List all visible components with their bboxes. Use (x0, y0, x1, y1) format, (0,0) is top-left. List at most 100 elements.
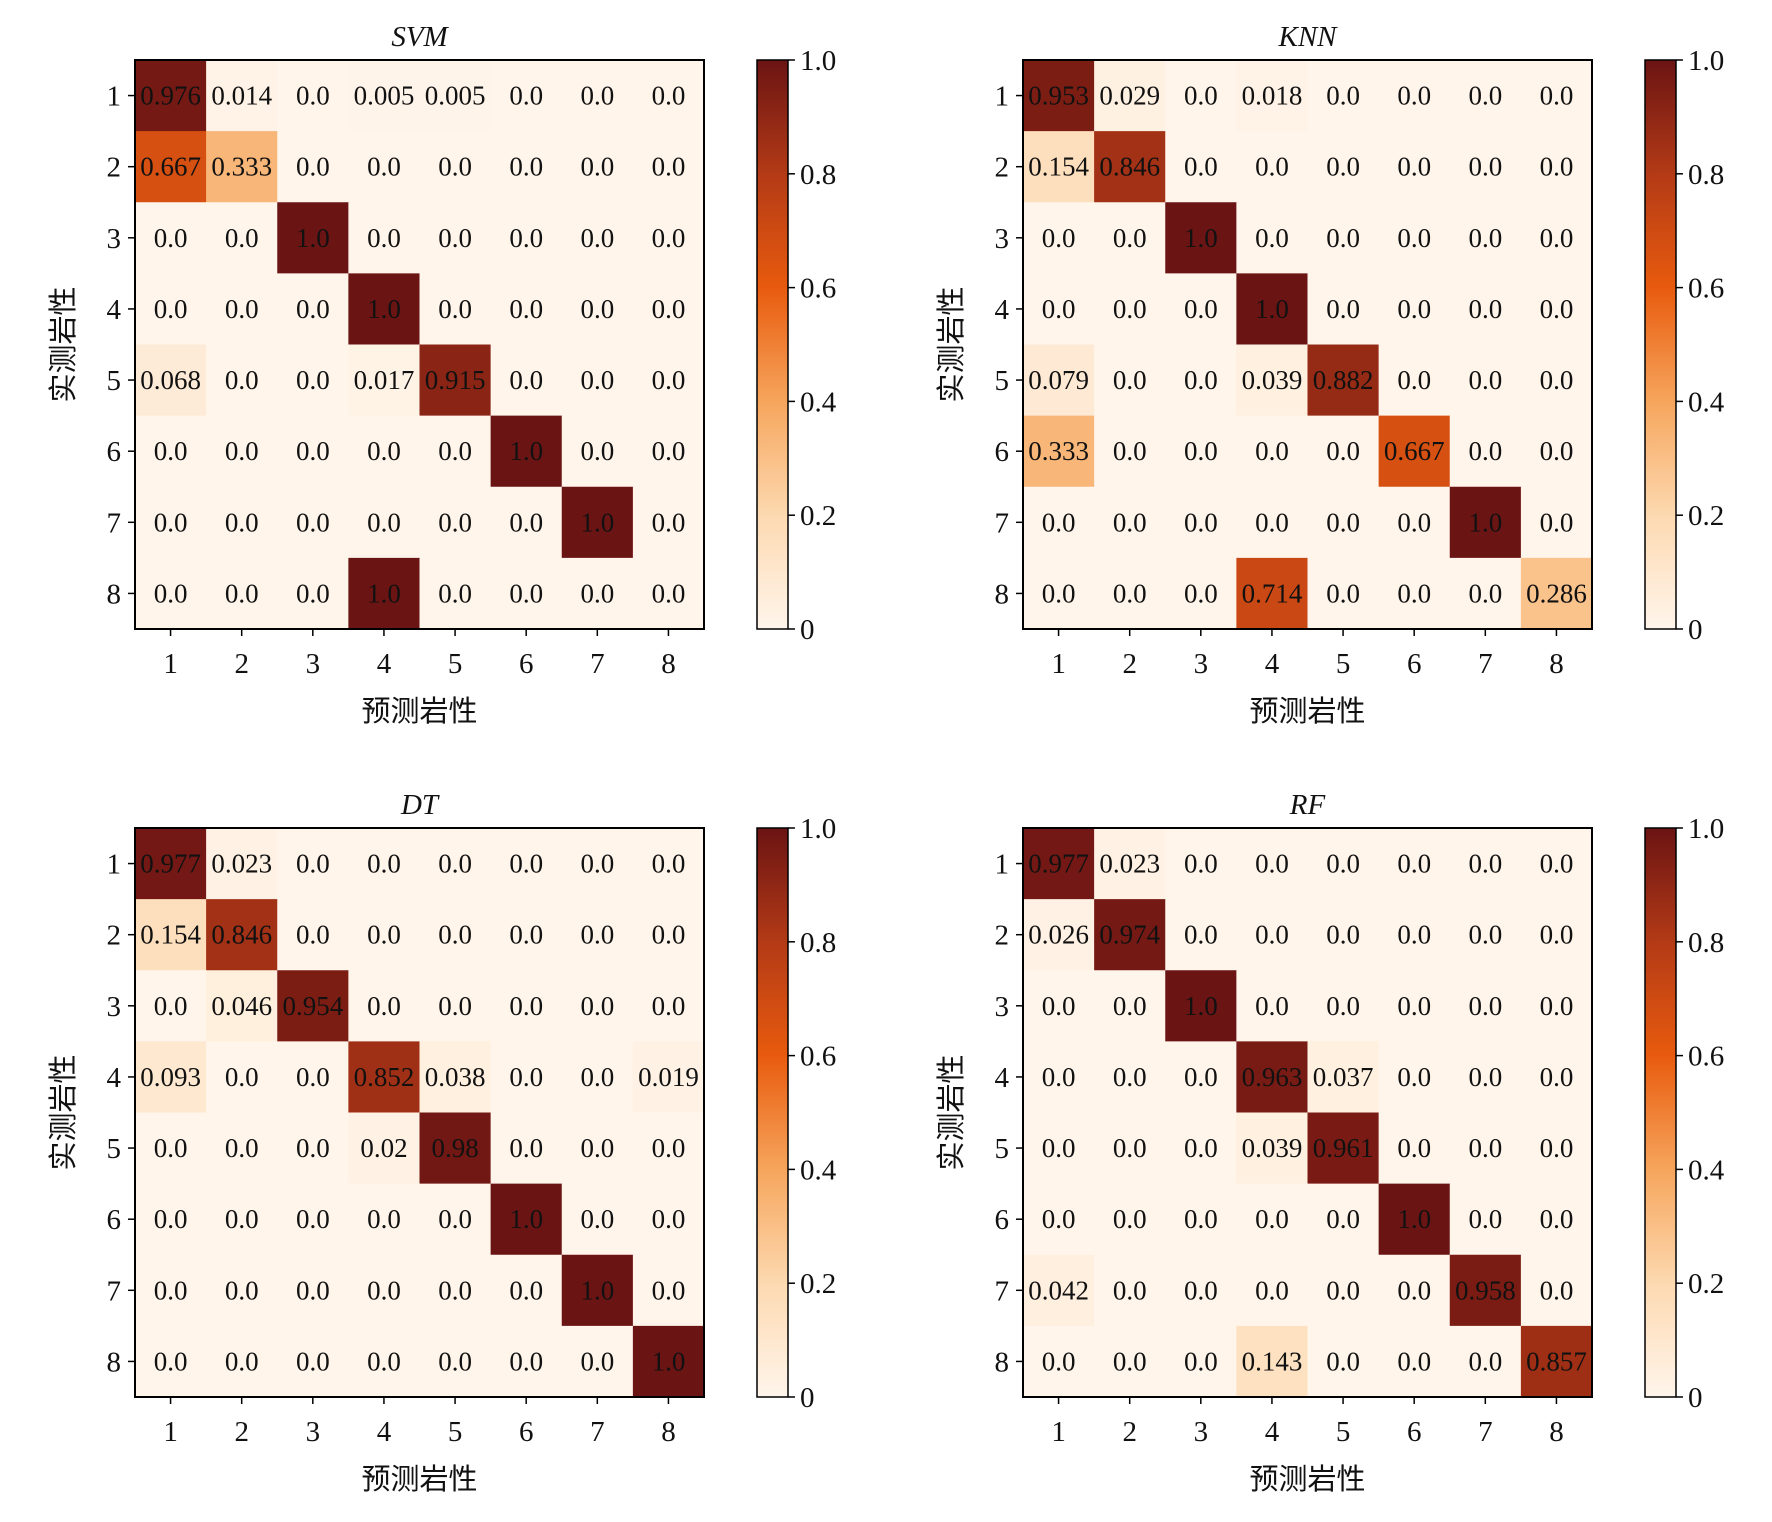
heatmap-cell (1023, 1254, 1095, 1327)
cell-value-label: 0.0 (154, 294, 188, 324)
heatmap-cell (561, 415, 634, 488)
heatmap-cell (1520, 828, 1593, 900)
cell-value-label: 0.0 (1326, 294, 1360, 324)
heatmap-cell (1165, 1112, 1237, 1185)
cell-value-label: 0.0 (225, 1346, 259, 1376)
cell-value-label: 0.0 (509, 920, 543, 950)
heatmap-cell (1449, 415, 1522, 488)
heatmap-cell (1449, 828, 1522, 900)
cell-value-label: 1.0 (652, 1346, 686, 1376)
heatmap-cell (1165, 1325, 1237, 1398)
heatmap-cell (348, 486, 420, 559)
cell-value-label: 0.02 (360, 1133, 407, 1163)
cell-value-label: 0.038 (425, 1062, 486, 1092)
heatmap-cell (1307, 557, 1380, 630)
x-tick-label: 8 (661, 1416, 676, 1448)
heatmap-cell (419, 60, 492, 132)
heatmap-cell (419, 1254, 492, 1327)
heatmap-cell (1023, 60, 1095, 132)
heatmap-cell (419, 273, 492, 345)
cell-value-label: 0.0 (1468, 223, 1502, 253)
x-axis-label: 预测岩性 (1249, 1462, 1365, 1496)
heatmap-cell (1449, 1183, 1522, 1256)
heatmap-cell (632, 899, 705, 971)
heatmap-cell (1307, 131, 1380, 203)
heatmap-cell (348, 1183, 420, 1256)
cell-value-label: 0.0 (1397, 578, 1431, 608)
heatmap-cell (1094, 60, 1166, 132)
cell-value-label: 0.0 (580, 81, 614, 111)
cell-value-label: 0.0 (1540, 507, 1574, 537)
heatmap-cell (1094, 899, 1166, 971)
cell-value-label: 0.0 (1255, 507, 1289, 537)
y-tick-label: 3 (107, 991, 122, 1023)
cell-value-label: 0.0 (1113, 223, 1147, 253)
heatmap-cell (561, 828, 634, 900)
cell-value-label: 0.005 (354, 81, 415, 111)
heatmap-cell (1236, 486, 1308, 559)
cell-value-label: 0.0 (1326, 1346, 1360, 1376)
heatmap-cell (561, 1325, 634, 1398)
cell-value-label: 0.961 (1313, 1133, 1374, 1163)
cell-value-label: 0.0 (1113, 365, 1147, 395)
cell-value-label: 0.0 (225, 507, 259, 537)
heatmap-cell (1165, 60, 1237, 132)
chart-title: DT (400, 789, 440, 821)
y-tick-label: 7 (995, 1275, 1010, 1307)
heatmap-cell (1449, 344, 1522, 417)
cell-value-label: 0.0 (1397, 507, 1431, 537)
heatmap-cell (419, 1041, 492, 1113)
cell-value-label: 0.154 (140, 920, 201, 950)
heatmap-cell (1023, 344, 1095, 417)
heatmap-cell (1023, 1041, 1095, 1113)
cell-value-label: 0.0 (1184, 294, 1218, 324)
heatmap-cell (561, 60, 634, 132)
heatmap-cell (1023, 557, 1095, 630)
heatmap-cell (1520, 1041, 1593, 1113)
cell-value-label: 0.0 (1184, 152, 1218, 182)
heatmap-cell (206, 1041, 278, 1113)
cell-value-label: 0.0 (509, 223, 543, 253)
colorbar-tick-label: 0.2 (1688, 500, 1724, 532)
heatmap-cell (1307, 486, 1380, 559)
cell-value-label: 0.0 (652, 152, 686, 182)
cell-value-label: 0.0 (1397, 849, 1431, 879)
cell-value-label: 0.0 (1468, 920, 1502, 950)
cell-value-label: 0.0 (580, 920, 614, 950)
heatmap-cell (1378, 1254, 1451, 1327)
x-tick-label: 8 (1549, 648, 1564, 680)
heatmap-cell (1378, 970, 1451, 1042)
cell-value-label: 0.0 (1540, 436, 1574, 466)
cell-value-label: 0.0 (1397, 294, 1431, 324)
cell-value-label: 0.0 (1540, 1062, 1574, 1092)
cell-value-label: 0.0 (1042, 1133, 1076, 1163)
heatmap-cell (419, 1325, 492, 1398)
cell-value-label: 0.0 (296, 81, 330, 111)
heatmap-cell (1236, 60, 1308, 132)
y-tick-label: 8 (107, 1346, 122, 1378)
cell-value-label: 0.846 (1099, 152, 1160, 182)
cell-value-label: 0.0 (367, 223, 401, 253)
heatmap-cell (561, 486, 634, 559)
heatmap-cell (1023, 415, 1095, 488)
heatmap-cell (135, 557, 207, 630)
colorbar-tick-label: 1.0 (1688, 813, 1724, 845)
y-tick-label: 2 (107, 920, 122, 952)
cell-value-label: 0.0 (1255, 1204, 1289, 1234)
cell-value-label: 0.974 (1099, 920, 1160, 950)
heatmap-cell (135, 828, 207, 900)
heatmap-cell (1520, 899, 1593, 971)
y-tick-label: 7 (995, 507, 1010, 539)
cell-value-label: 0.953 (1028, 81, 1089, 111)
y-axis-label: 实测岩性 (46, 286, 80, 402)
cell-value-label: 0.037 (1313, 1062, 1374, 1092)
heatmap-cell (419, 899, 492, 971)
heatmap-cell (206, 970, 278, 1042)
confusion-matrix-dt: DT0.977 0.023 0.0 0.0 0.0 0.0 0.0 0.00.154 0.846… (46, 789, 837, 1496)
heatmap-cell (348, 344, 420, 417)
x-tick-label: 4 (377, 648, 392, 680)
cell-value-label: 1.0 (1184, 223, 1218, 253)
heatmap-cell (1236, 1183, 1308, 1256)
x-tick-label: 5 (1336, 1416, 1351, 1448)
